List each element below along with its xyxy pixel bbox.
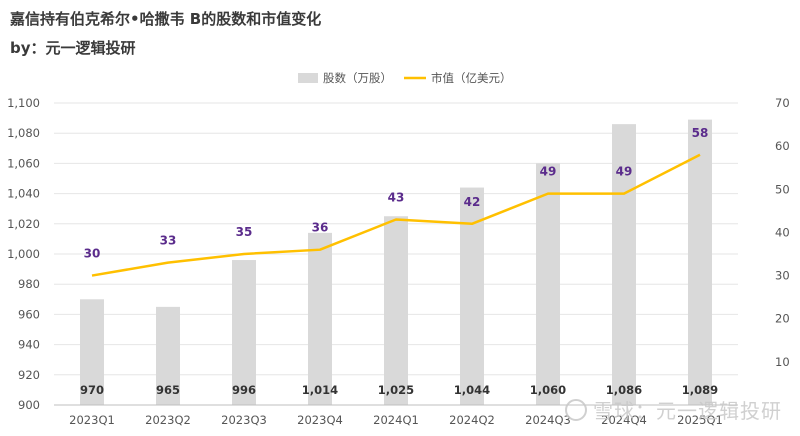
- x-tick-label: 2023Q2: [145, 413, 191, 427]
- bar-data-label: 1,044: [454, 383, 490, 397]
- y-left-tick-label: 1,000: [7, 247, 40, 261]
- x-tick-label: 2024Q4: [601, 413, 647, 427]
- x-tick-label: 2024Q3: [525, 413, 571, 427]
- line-data-label: 42: [464, 195, 481, 209]
- bar-2024Q1: [384, 216, 408, 405]
- bar-2025Q1: [688, 119, 712, 406]
- y-left-tick-label: 1,100: [7, 96, 40, 110]
- line-data-label: 35: [236, 225, 253, 239]
- y-left-tick-label: 1,060: [7, 156, 40, 170]
- bar-2024Q3: [536, 163, 560, 405]
- x-tick-label: 2023Q3: [221, 413, 267, 427]
- bar-data-label: 1,025: [378, 383, 414, 397]
- watermark: 雪球：元一逻辑投研: [565, 395, 782, 424]
- chart-subtitle: by：元一逻辑投研: [10, 39, 136, 57]
- line-data-label: 43: [388, 190, 405, 204]
- y-left-tick-label: 1,040: [7, 187, 40, 201]
- bar-2024Q4: [612, 124, 636, 405]
- bar-2023Q4: [308, 232, 332, 405]
- bar-data-label: 996: [232, 383, 256, 397]
- legend-label-shares: 股数（万股）: [323, 71, 392, 85]
- y-left-tick-label: 1,080: [7, 126, 40, 140]
- line-data-label: 36: [312, 221, 329, 235]
- line-data-label: 58: [692, 126, 709, 140]
- y-left-tick-label: 960: [18, 307, 40, 321]
- y-right-tick-label: 70: [775, 96, 790, 110]
- y-left-tick-label: 980: [18, 277, 40, 291]
- x-tick-label: 2024Q2: [449, 413, 495, 427]
- y-right-tick-label: 50: [775, 182, 790, 196]
- y-right-tick-label: 20: [775, 312, 790, 326]
- x-tick-label: 2023Q1: [69, 413, 115, 427]
- bar-data-label: 1,089: [682, 383, 718, 397]
- watermark-text: 雪球：元一逻辑投研: [593, 399, 782, 423]
- bar-2023Q2: [156, 306, 180, 405]
- snowball-logo-icon: [565, 399, 587, 421]
- x-tick-label: 2025Q1: [677, 413, 723, 427]
- bar-data-label: 1,060: [530, 383, 566, 397]
- legend-label-value: 市值（亿美元）: [431, 71, 512, 85]
- line-data-label: 33: [160, 234, 177, 248]
- bar-data-label: 965: [156, 383, 180, 397]
- y-left-tick-label: 940: [18, 338, 40, 352]
- line-data-label: 49: [540, 165, 557, 179]
- y-right-tick-label: 10: [775, 355, 790, 369]
- y-right-tick-label: 40: [775, 225, 790, 239]
- line-data-label: 49: [616, 165, 633, 179]
- chart-title: 嘉信持有伯克希尔•哈撒韦 B的股数和市值变化: [10, 10, 322, 28]
- legend-swatch-shares: [298, 73, 318, 83]
- y-left-tick-label: 900: [18, 398, 40, 412]
- line-data-label: 30: [84, 247, 101, 261]
- line-series-market-value: [91, 153, 701, 277]
- x-tick-label: 2023Q4: [297, 413, 343, 427]
- bar-2023Q1: [80, 299, 104, 405]
- bar-data-label: 1,014: [302, 383, 338, 397]
- x-tick-label: 2024Q1: [373, 413, 419, 427]
- bar-data-label: 970: [80, 383, 104, 397]
- y-left-tick-label: 920: [18, 368, 40, 382]
- y-right-tick-label: 30: [775, 269, 790, 283]
- y-right-tick-label: 60: [775, 139, 790, 153]
- y-left-tick-label: 1,020: [7, 217, 40, 231]
- bar-data-label: 1,086: [606, 383, 642, 397]
- bar-2023Q3: [232, 260, 256, 405]
